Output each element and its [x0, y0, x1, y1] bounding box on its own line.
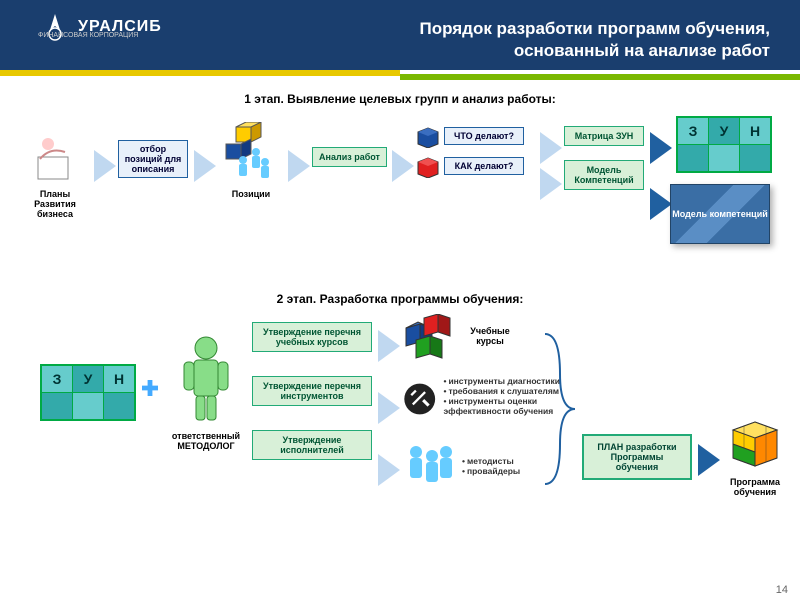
positions-block: Позиции — [216, 122, 286, 199]
arrow-icon — [540, 168, 562, 200]
what-box: ЧТО делают? — [444, 127, 524, 145]
positions-caption: Позиции — [216, 189, 286, 199]
methodologist-caption: ответственный МЕТОДОЛОГ — [166, 431, 246, 451]
arrow-icon — [288, 150, 310, 182]
cubes-people-icon — [221, 122, 281, 182]
zun-cell-u: У — [709, 118, 739, 144]
bullet: провайдеры — [462, 466, 520, 476]
page-number: 14 — [776, 584, 788, 596]
zun-grid-2: З У Н — [40, 364, 136, 421]
people-icon — [402, 442, 456, 490]
cube-large-icon — [727, 414, 783, 470]
how-box: КАК делают? — [444, 157, 524, 175]
plans-icon — [30, 132, 80, 182]
zun-cell — [104, 393, 134, 419]
stage2-flow: З У Н ответственный МЕТОДОЛОГ Утверждени… — [20, 314, 780, 584]
arrow-icon — [392, 150, 414, 182]
cubes-icon — [402, 314, 458, 364]
stage2-title: 2 этап. Разработка программы обучения: — [0, 292, 800, 306]
arrow-icon — [540, 132, 562, 164]
zun-cell-u: У — [73, 366, 103, 392]
zun-cell — [709, 145, 739, 171]
program-block: Программа обучения — [720, 414, 790, 497]
zun-cell-z: З — [42, 366, 72, 392]
program-caption: Программа обучения — [720, 477, 790, 497]
methodologist-block: ответственный МЕТОДОЛОГ — [166, 334, 246, 451]
plans-block: Планы Развития бизнеса — [20, 132, 90, 219]
zun-cell — [678, 145, 708, 171]
content: 1 этап. Выявление целевых групп и анализ… — [0, 82, 800, 600]
header: УРАЛСИБ ФИНАНСОВАЯ КОРПОРАЦИЯ Порядок ра… — [0, 0, 800, 70]
slide-title: Порядок разработки программ обучения, ос… — [419, 18, 770, 62]
plan-box: ПЛАН разработки Программы обучения — [582, 434, 692, 480]
approve-tools-box: Утверждение перечня инструментов — [252, 376, 372, 406]
comp-box: Модель Компетенций — [564, 160, 644, 190]
arrow-icon — [94, 150, 116, 182]
matrix-box: Матрица ЗУН — [564, 126, 644, 146]
zun-cell — [740, 145, 770, 171]
arrow-icon — [194, 150, 216, 182]
title-line1: Порядок разработки программ обучения, — [419, 18, 770, 40]
stage1-title: 1 этап. Выявление целевых групп и анализ… — [0, 92, 800, 106]
arrow-icon — [698, 444, 720, 476]
zun-grid: З У Н — [676, 116, 772, 173]
arrow-icon — [378, 330, 400, 362]
stage1-flow: Планы Развития бизнеса отбор позиций для… — [20, 112, 780, 272]
bullet: методисты — [462, 456, 520, 466]
what-how-block: ЧТО делают? КАК делают? — [416, 124, 536, 178]
tools-icon — [402, 376, 437, 422]
arrow-icon — [378, 392, 400, 424]
header-stripes — [0, 70, 800, 80]
plans-caption: Планы Развития бизнеса — [20, 189, 90, 219]
zun-cell-n: Н — [104, 366, 134, 392]
plus-icon — [142, 380, 158, 396]
brace-icon — [540, 324, 580, 494]
approvals-column: Утверждение перечня учебных курсов Утвер… — [252, 322, 372, 460]
comp-model-box: Модель компетенций — [670, 184, 770, 244]
arrow-icon — [378, 454, 400, 486]
selection-box: отбор позиций для описания — [118, 140, 188, 178]
zun-cell-z: З — [678, 118, 708, 144]
zun-cell — [73, 393, 103, 419]
approve-courses-box: Утверждение перечня учебных курсов — [252, 322, 372, 352]
analysis-box: Анализ работ — [312, 147, 387, 167]
approve-performers-box: Утверждение исполнителей — [252, 430, 372, 460]
cube-icon — [416, 154, 440, 178]
person-icon — [176, 334, 236, 424]
logo-subtitle: ФИНАНСОВАЯ КОРПОРАЦИЯ — [38, 32, 138, 39]
zun-cell-n: Н — [740, 118, 770, 144]
courses-block: Учебные курсы — [402, 314, 522, 364]
people-bullets: методисты провайдеры — [462, 456, 520, 476]
zun-cell — [42, 393, 72, 419]
arrow-icon — [650, 132, 672, 164]
cube-icon — [416, 124, 440, 148]
title-line2: основанный на анализе работ — [419, 40, 770, 62]
arrow-icon — [650, 188, 672, 220]
